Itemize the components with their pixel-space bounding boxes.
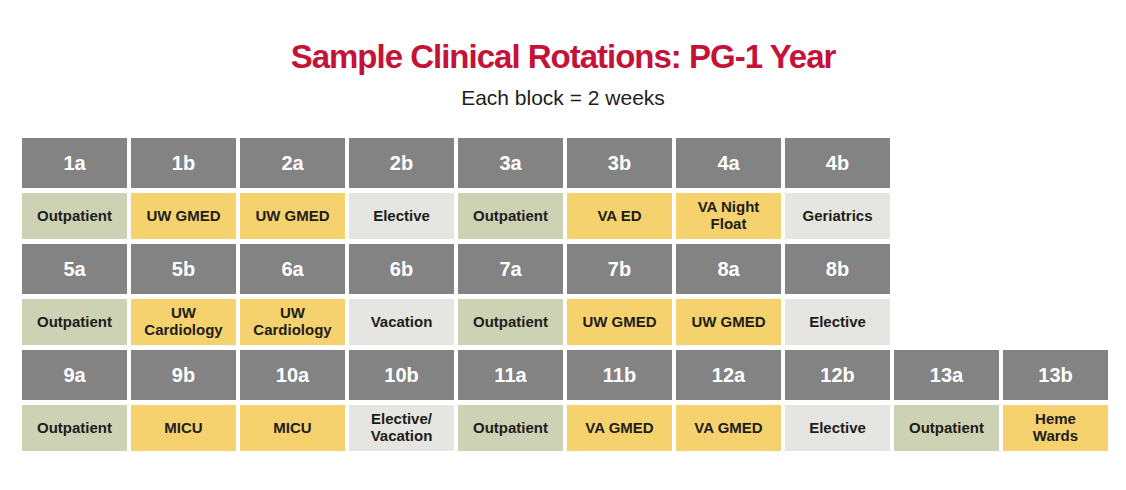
block-id-label: 8a — [676, 244, 781, 294]
block-4b: 4b Geriatrics — [785, 138, 890, 239]
rotation-cell: Heme Wards — [1003, 405, 1108, 451]
rotation-cell: UW GMED — [131, 193, 236, 239]
block-6a: 6a UW Cardiology — [240, 244, 345, 345]
block-12b: 12b Elective — [785, 350, 890, 451]
block-11b: 11b VA GMED — [567, 350, 672, 451]
rotation-cell: UW Cardiology — [131, 299, 236, 345]
block-10a: 10a MICU — [240, 350, 345, 451]
block-id-label: 12a — [676, 350, 781, 400]
rotation-cell: VA ED — [567, 193, 672, 239]
page-title: Sample Clinical Rotations: PG-1 Year — [0, 40, 1126, 73]
rotation-cell: VA GMED — [676, 405, 781, 451]
rotation-cell: Outpatient — [458, 299, 563, 345]
block-1a: 1a Outpatient — [22, 138, 127, 239]
schedule-row-2: 5a Outpatient 5b UW Cardiology 6a UW Car… — [22, 244, 890, 345]
block-id-label: 1a — [22, 138, 127, 188]
block-11a: 11a Outpatient — [458, 350, 563, 451]
rotation-cell: Outpatient — [458, 193, 563, 239]
block-9b: 9b MICU — [131, 350, 236, 451]
rotation-cell: Elective/ Vacation — [349, 405, 454, 451]
block-id-label: 4a — [676, 138, 781, 188]
block-id-label: 5a — [22, 244, 127, 294]
block-13a: 13a Outpatient — [894, 350, 999, 451]
rotation-cell: UW GMED — [676, 299, 781, 345]
rotation-cell: VA Night Float — [676, 193, 781, 239]
block-9a: 9a Outpatient — [22, 350, 127, 451]
block-5b: 5b UW Cardiology — [131, 244, 236, 345]
rotation-cell: VA GMED — [567, 405, 672, 451]
block-id-label: 1b — [131, 138, 236, 188]
block-id-label: 10b — [349, 350, 454, 400]
rotation-cell: Outpatient — [22, 299, 127, 345]
block-id-label: 5b — [131, 244, 236, 294]
block-id-label: 3a — [458, 138, 563, 188]
block-4a: 4a VA Night Float — [676, 138, 781, 239]
rotation-cell: Elective — [785, 405, 890, 451]
block-8b: 8b Elective — [785, 244, 890, 345]
rotation-cell: Outpatient — [22, 193, 127, 239]
block-id-label: 9b — [131, 350, 236, 400]
block-5a: 5a Outpatient — [22, 244, 127, 345]
block-id-label: 11a — [458, 350, 563, 400]
block-3a: 3a Outpatient — [458, 138, 563, 239]
rotation-cell: Geriatrics — [785, 193, 890, 239]
block-2b: 2b Elective — [349, 138, 454, 239]
block-id-label: 13a — [894, 350, 999, 400]
block-id-label: 6a — [240, 244, 345, 294]
rotation-cell: MICU — [240, 405, 345, 451]
rotation-cell: Outpatient — [894, 405, 999, 451]
rotation-cell: UW GMED — [240, 193, 345, 239]
schedule-row-1: 1a Outpatient 1b UW GMED 2a UW GMED 2b E… — [22, 138, 890, 239]
rotation-cell: UW GMED — [567, 299, 672, 345]
block-8a: 8a UW GMED — [676, 244, 781, 345]
rotation-cell: Outpatient — [22, 405, 127, 451]
block-id-label: 2b — [349, 138, 454, 188]
page-subtitle: Each block = 2 weeks — [0, 87, 1126, 108]
block-id-label: 12b — [785, 350, 890, 400]
block-id-label: 2a — [240, 138, 345, 188]
block-id-label: 11b — [567, 350, 672, 400]
block-3b: 3b VA ED — [567, 138, 672, 239]
rotation-cell: Elective — [785, 299, 890, 345]
rotation-cell: Elective — [349, 193, 454, 239]
block-10b: 10b Elective/ Vacation — [349, 350, 454, 451]
block-id-label: 8b — [785, 244, 890, 294]
page: Sample Clinical Rotations: PG-1 Year Eac… — [0, 0, 1126, 490]
block-13b: 13b Heme Wards — [1003, 350, 1108, 451]
block-12a: 12a VA GMED — [676, 350, 781, 451]
block-7a: 7a Outpatient — [458, 244, 563, 345]
rotation-cell: Vacation — [349, 299, 454, 345]
rotation-cell: UW Cardiology — [240, 299, 345, 345]
rotation-cell: Outpatient — [458, 405, 563, 451]
rotation-cell: MICU — [131, 405, 236, 451]
block-id-label: 9a — [22, 350, 127, 400]
block-id-label: 6b — [349, 244, 454, 294]
block-id-label: 13b — [1003, 350, 1108, 400]
block-id-label: 10a — [240, 350, 345, 400]
block-id-label: 7a — [458, 244, 563, 294]
block-id-label: 4b — [785, 138, 890, 188]
block-id-label: 3b — [567, 138, 672, 188]
block-7b: 7b UW GMED — [567, 244, 672, 345]
block-2a: 2a UW GMED — [240, 138, 345, 239]
block-id-label: 7b — [567, 244, 672, 294]
schedule-row-3: 9a Outpatient 9b MICU 10a MICU 10b Elect… — [22, 350, 1108, 451]
block-6b: 6b Vacation — [349, 244, 454, 345]
block-1b: 1b UW GMED — [131, 138, 236, 239]
